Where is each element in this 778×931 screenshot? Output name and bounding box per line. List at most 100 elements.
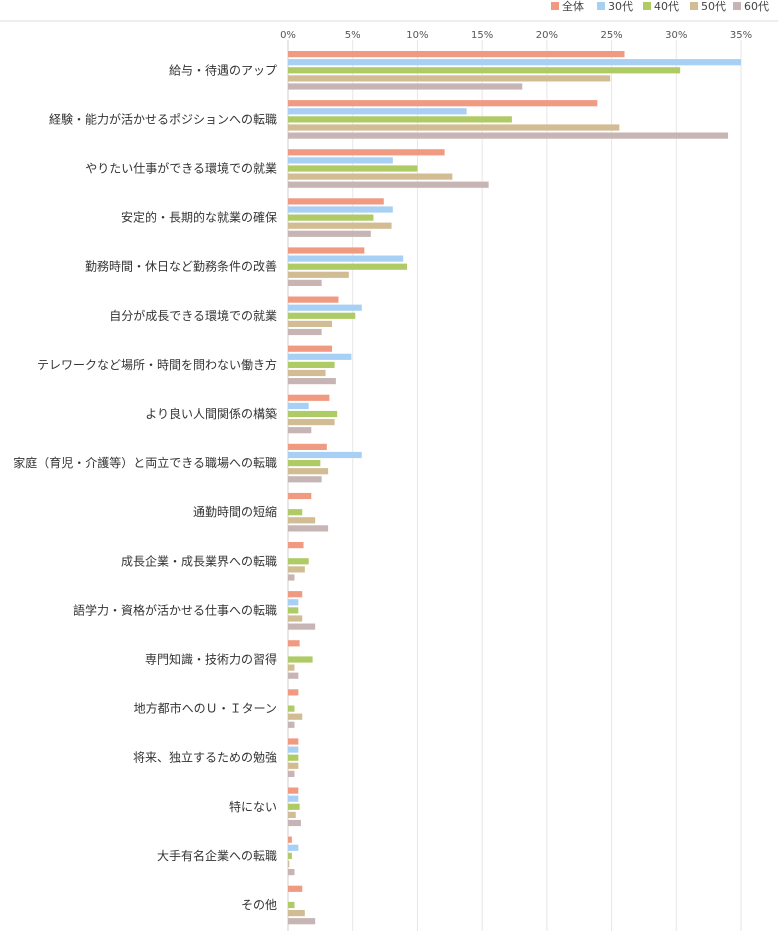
category-label: やりたい仕事ができる環境での就業	[85, 161, 277, 176]
bar-全体-0	[288, 51, 625, 58]
x-axis-tick-labels: 0% 5% 10% 15% 20% 25% 30% 35%	[280, 30, 752, 41]
legend-label: 50代	[701, 0, 726, 13]
bar-全体-17	[288, 885, 303, 892]
x-tick-label: 5%	[345, 30, 361, 41]
category-label: 専門知識・技術力の習得	[145, 652, 277, 667]
bar-60代-13	[288, 721, 295, 728]
category-label: 成長企業・成長業界への転職	[121, 553, 277, 568]
bar-40代-15	[288, 803, 300, 810]
legend-swatch	[690, 2, 698, 10]
bar-50代-14	[288, 762, 299, 769]
bar-60代-15	[288, 819, 301, 827]
bar-50代-0	[288, 75, 611, 82]
bar-40代-10	[288, 558, 309, 565]
x-tick-label: 15%	[471, 30, 493, 41]
bar-40代-5	[288, 312, 356, 319]
bar-30代-14	[288, 746, 299, 753]
bar-40代-11	[288, 607, 299, 614]
category-labels: 給与・待遇のアップ経験・能力が活かせるポジションへの転職やりたい仕事ができる環境…	[13, 63, 277, 912]
category-label: 大手有名企業への転職	[157, 848, 277, 863]
bar-全体-13	[288, 689, 299, 696]
bar-全体-5	[288, 296, 339, 303]
x-tick-label: 20%	[536, 30, 558, 41]
bar-30代-15	[288, 795, 299, 802]
bar-全体-11	[288, 591, 303, 598]
bar-60代-14	[288, 770, 295, 777]
bar-50代-2	[288, 173, 453, 180]
legend-label: 40代	[654, 0, 679, 13]
bar-30代-5	[288, 304, 362, 311]
bar-全体-3	[288, 198, 384, 205]
bar-30代-2	[288, 157, 393, 164]
bar-60代-6	[288, 378, 336, 385]
bar-60代-10	[288, 574, 295, 581]
bar-50代-8	[288, 468, 329, 475]
bar-40代-17	[288, 901, 295, 909]
bar-30代-4	[288, 255, 404, 262]
bar-60代-12	[288, 672, 299, 679]
bar-全体-15	[288, 787, 299, 794]
bar-30代-8	[288, 451, 362, 459]
bar-60代-1	[288, 132, 729, 139]
bar-60代-2	[288, 181, 489, 188]
bar-全体-14	[288, 738, 299, 745]
bar-50代-1	[288, 124, 620, 131]
category-label: 地方都市へのＵ・Ｉターン	[134, 701, 277, 716]
bar-50代-7	[288, 419, 335, 426]
bar-全体-8	[288, 443, 327, 450]
chart-bars	[288, 51, 741, 925]
bar-50代-11	[288, 615, 303, 622]
bar-全体-16	[288, 836, 292, 843]
bar-60代-7	[288, 427, 312, 434]
bar-50代-13	[288, 713, 303, 720]
bar-30代-16	[288, 844, 299, 851]
bar-40代-3	[288, 214, 374, 221]
bar-40代-4	[288, 263, 408, 270]
bar-60代-16	[288, 869, 295, 876]
bar-40代-16	[288, 852, 292, 859]
x-tick-label: 30%	[665, 30, 687, 41]
bar-全体-4	[288, 247, 365, 254]
bar-50代-17	[288, 910, 305, 917]
category-label: 経験・能力が活かせるポジションへの転職	[49, 111, 277, 126]
bar-全体-12	[288, 640, 300, 647]
x-tick-label: 25%	[600, 30, 622, 41]
bar-40代-7	[288, 410, 338, 418]
category-label: 語学力・資格が活かせる仕事への転職	[73, 602, 277, 617]
category-label: 自分が成長できる環境での就業	[109, 308, 277, 323]
bar-40代-12	[288, 656, 313, 663]
x-tick-label: 0%	[280, 30, 296, 41]
bar-30代-11	[288, 599, 299, 606]
chart-legend: 全体 30代 40代 50代 60代	[551, 0, 769, 13]
bar-30代-3	[288, 206, 393, 213]
bar-40代-6	[288, 361, 335, 368]
category-label: 給与・待遇のアップ	[169, 63, 277, 77]
bar-40代-8	[288, 460, 321, 467]
bar-60代-11	[288, 623, 316, 630]
bar-全体-7	[288, 394, 330, 401]
category-label: 特にない	[229, 799, 277, 814]
bar-60代-0	[288, 83, 523, 90]
bar-全体-9	[288, 492, 312, 500]
category-label: その他	[241, 898, 277, 912]
legend-swatch	[551, 2, 559, 10]
bar-60代-4	[288, 279, 322, 286]
bar-60代-9	[288, 525, 329, 532]
bar-50代-10	[288, 566, 305, 573]
legend-label: 全体	[562, 0, 584, 13]
legend-label: 60代	[744, 0, 769, 13]
bar-60代-8	[288, 476, 322, 483]
category-label: 通勤時間の短縮	[193, 504, 277, 519]
bar-50代-16	[288, 860, 290, 868]
category-label: テレワークなど場所・時間を問わない働き方	[37, 357, 277, 372]
chart-gridlines	[287, 40, 742, 931]
bar-40代-13	[288, 705, 295, 712]
x-tick-label: 10%	[406, 30, 428, 41]
bar-60代-17	[288, 918, 316, 925]
legend-swatch	[597, 2, 605, 10]
bar-全体-1	[288, 100, 598, 107]
bar-30代-0	[288, 59, 741, 66]
bar-40代-14	[288, 754, 299, 761]
bar-40代-2	[288, 165, 418, 172]
bar-30代-6	[288, 353, 352, 360]
